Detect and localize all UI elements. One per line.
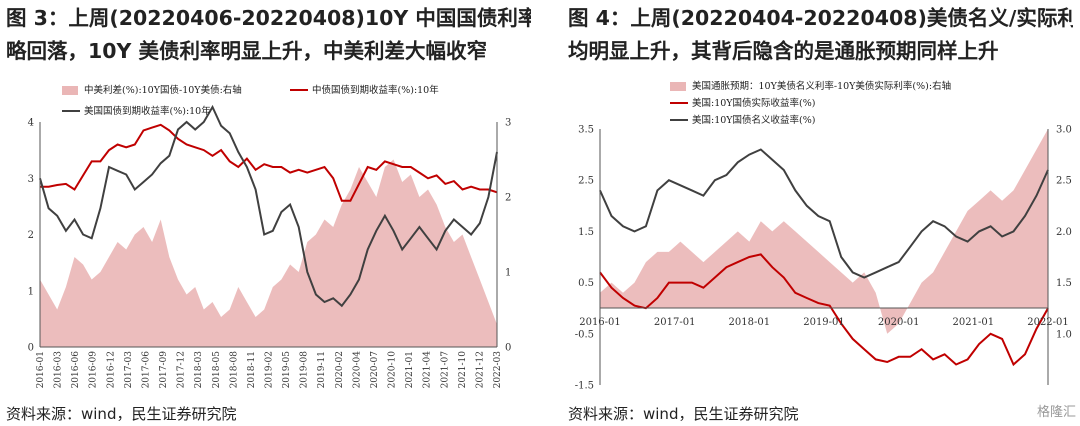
series-area-0 — [600, 129, 1048, 334]
figure-3-title-line-2: 略回落，10Y 美债利率明显上升，中美利差大幅收窄 — [6, 39, 488, 63]
figure-3-panel: 图 3：上周(20220406-20220408)10Y 中国国债利率 略回落，… — [6, 2, 531, 423]
legend-swatch — [670, 82, 686, 91]
x-tick-label: 2020-07 — [370, 351, 380, 389]
left-tick-label: 2 — [28, 230, 34, 241]
x-tick-label: 2019-08 — [300, 351, 310, 389]
x-tick-label: 2016-01 — [579, 317, 621, 328]
x-tick-label: 2021-01 — [405, 351, 415, 388]
right-tick-label: 1.5 — [1056, 278, 1072, 289]
series-line-1 — [40, 123, 498, 202]
left-tick-label: 3 — [28, 174, 34, 185]
legend-label: 美国通胀预期：10Y美债名义利率-10Y美债实际利率(%):右轴 — [692, 80, 951, 92]
left-tick-label: 1 — [28, 286, 34, 297]
left-tick-label: 1.5 — [578, 227, 594, 238]
x-tick-label: 2021-10 — [458, 351, 468, 389]
x-tick-label: 2016-09 — [89, 351, 99, 389]
x-tick-label: 2021-07 — [440, 351, 450, 389]
x-tick-label: 2019-02 — [265, 351, 275, 388]
right-tick-label: 2 — [505, 193, 511, 204]
series-area-0 — [40, 159, 497, 347]
x-tick-label: 2018-08 — [229, 351, 239, 389]
x-tick-label: 2019-01 — [803, 317, 845, 328]
x-tick-label: 2016-12 — [106, 351, 116, 388]
figure-4-panel: 图 4：上周(20220404-20220408)美债名义/实际利率 均明显上升… — [540, 0, 1080, 426]
right-tick-label: 0 — [505, 343, 511, 354]
left-tick-label: 4 — [28, 118, 34, 129]
figure-3-title-line-1: 图 3：上周(20220406-20220408)10Y 中国国债利率 — [6, 6, 531, 30]
right-tick-label: 2.5 — [1056, 176, 1072, 187]
watermark-logo: 格隆汇 — [1036, 405, 1076, 420]
x-tick-label: 2018-05 — [212, 351, 222, 389]
x-tick-label: 2021-04 — [423, 351, 433, 389]
right-tick-label: 3 — [505, 118, 511, 129]
left-tick-label: -1.5 — [575, 381, 594, 392]
legend-swatch — [62, 86, 78, 95]
x-tick-label: 2017-06 — [141, 351, 151, 389]
x-tick-label: 2018-01 — [729, 317, 771, 328]
series-line-1 — [599, 253, 1049, 367]
left-tick-label: -0.5 — [575, 329, 594, 340]
x-tick-label: 2021-12 — [475, 351, 485, 388]
x-tick-label: 2020-10 — [388, 351, 398, 389]
series-line-2 — [39, 104, 498, 308]
x-tick-label: 2020-02 — [335, 351, 345, 388]
x-tick-label: 2019-05 — [282, 351, 292, 389]
right-tick-label: 1 — [505, 268, 511, 279]
x-tick-label: 2018-03 — [194, 351, 204, 389]
x-tick-label: 2020-04 — [352, 351, 362, 389]
right-tick-label: 1.0 — [1056, 329, 1072, 340]
x-tick-label: 2017-01 — [654, 317, 696, 328]
x-tick-label: 2022-01 — [1027, 317, 1069, 328]
figure-4-title-line-2: 均明显上升，其背后隐含的是通胀预期同样上升 — [568, 39, 999, 63]
x-tick-label: 2022-03 — [493, 351, 503, 389]
figure-3-chart: 0 1 2 3 4 0 1 2 3 2016-01 2016-03 2016-06 2016-09 201… — [28, 84, 512, 389]
left-tick-label: 0 — [28, 343, 34, 354]
legend-label: 中美利差(%):10Y国债-10Y美债:右轴 — [84, 84, 242, 96]
x-tick-label: 2018-11 — [247, 351, 257, 388]
legend-label: 中债国债到期收益率(%):10年 — [312, 84, 439, 96]
x-tick-label: 2016-01 — [36, 351, 46, 388]
x-tick-label: 2016-06 — [71, 351, 81, 389]
x-tick-label: 2020-01 — [878, 317, 920, 328]
x-tick-label: 2017-03 — [124, 351, 134, 389]
x-tick-label: 2017-12 — [177, 351, 187, 388]
left-tick-label: 2.5 — [578, 176, 594, 187]
x-tick-label: 2017-09 — [159, 351, 169, 389]
left-tick-label: 3.5 — [578, 125, 594, 136]
legend-label: 美国:10Y国债实际收益率(%) — [692, 97, 816, 109]
figure-3-source: 资料来源：wind，民生证券研究院 — [6, 405, 237, 423]
figure-4-title: 图 4：上周(20220404-20220408)美债名义/实际利率 均明显上升… — [568, 2, 1073, 68]
figure-4-chart: -1.5 -0.5 0.5 1.5 2.5 3.5 1.0 1.5 2.0 2.5 3.0 2016-… — [575, 80, 1072, 392]
right-tick-label: 3.0 — [1056, 125, 1072, 136]
figure-4-source: 资料来源：wind，民生证券研究院 — [568, 405, 799, 423]
right-tick-label: 2.0 — [1056, 227, 1072, 238]
left-tick-label: 0.5 — [578, 278, 594, 289]
x-tick-label: 2016-03 — [54, 351, 64, 389]
legend-label: 美国国债到期收益率(%):10年 — [84, 105, 211, 117]
figure-3-title: 图 3：上周(20220406-20220408)10Y 中国国债利率 略回落，… — [6, 2, 531, 68]
x-tick-label: 2021-01 — [953, 317, 995, 328]
x-tick-label: 2019-11 — [317, 351, 327, 388]
series-line-2 — [599, 148, 1049, 279]
legend-label: 美国:10Y国债名义收益率(%) — [692, 114, 816, 126]
figure-4-title-line-1: 图 4：上周(20220404-20220408)美债名义/实际利率 — [568, 6, 1073, 30]
